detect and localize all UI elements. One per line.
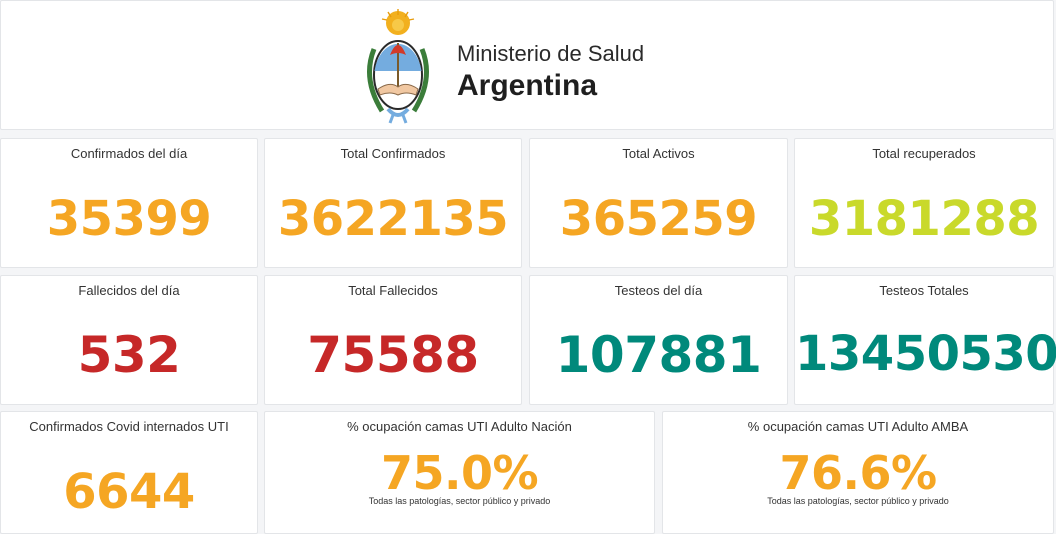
country-name: Argentina bbox=[457, 69, 598, 102]
card-ocupacion-nacion: % ocupación camas UTI Adulto Nación 75.0… bbox=[264, 411, 655, 534]
card-title: Total Confirmados bbox=[340, 146, 446, 161]
card-title: Confirmados del día bbox=[70, 146, 188, 161]
card-value: 107881 bbox=[555, 326, 762, 384]
card-title: Total Fallecidos bbox=[348, 283, 438, 298]
ministry-name: Ministerio de Salud bbox=[457, 41, 645, 66]
card-total-fallecidos: Total Fallecidos 75588 bbox=[264, 275, 522, 405]
card-title: % ocupación camas UTI Adulto Nación bbox=[347, 419, 572, 434]
card-value: 75588 bbox=[307, 326, 479, 384]
card-title: Total Activos bbox=[622, 146, 695, 161]
card-testeos-totales: Testeos Totales 13450530 bbox=[794, 275, 1056, 405]
header-banner: Ministerio de Salud Argentina bbox=[0, 0, 1054, 130]
card-confirmados-dia: Confirmados del día 35399 bbox=[0, 138, 258, 268]
card-value: 76.6% bbox=[779, 446, 937, 500]
card-value: 6644 bbox=[63, 464, 195, 520]
coat-of-arms-icon bbox=[367, 9, 429, 124]
card-title: Fallecidos del día bbox=[78, 283, 180, 298]
card-value: 13450530 bbox=[795, 326, 1056, 382]
card-testeos-dia: Testeos del día 107881 bbox=[529, 275, 788, 405]
card-total-recuperados: Total recuperados 3181288 bbox=[794, 138, 1054, 268]
sun-of-may-icon bbox=[381, 9, 415, 35]
card-title: Testeos del día bbox=[614, 283, 703, 298]
card-total-confirmados: Total Confirmados 3622135 bbox=[264, 138, 522, 268]
card-internados-uti: Confirmados Covid internados UTI 6644 bbox=[0, 411, 258, 534]
card-note: Todas las patologías, sector público y p… bbox=[767, 496, 949, 506]
card-title: Total recuperados bbox=[872, 146, 976, 161]
card-fallecidos-dia: Fallecidos del día 532 bbox=[0, 275, 258, 405]
card-title: Confirmados Covid internados UTI bbox=[29, 419, 229, 434]
card-note: Todas las patologías, sector público y p… bbox=[368, 496, 551, 506]
card-value: 75.0% bbox=[380, 446, 539, 500]
card-value: 3622135 bbox=[277, 191, 509, 247]
card-total-activos: Total Activos 365259 bbox=[529, 138, 788, 268]
card-value: 35399 bbox=[46, 191, 212, 247]
card-ocupacion-amba: % ocupación camas UTI Adulto AMBA 76.6% … bbox=[662, 411, 1054, 534]
card-value: 365259 bbox=[559, 191, 758, 247]
card-title: Testeos Totales bbox=[879, 283, 969, 298]
card-title: % ocupación camas UTI Adulto AMBA bbox=[747, 419, 969, 434]
card-value: 3181288 bbox=[808, 191, 1040, 247]
card-value: 532 bbox=[77, 326, 181, 384]
